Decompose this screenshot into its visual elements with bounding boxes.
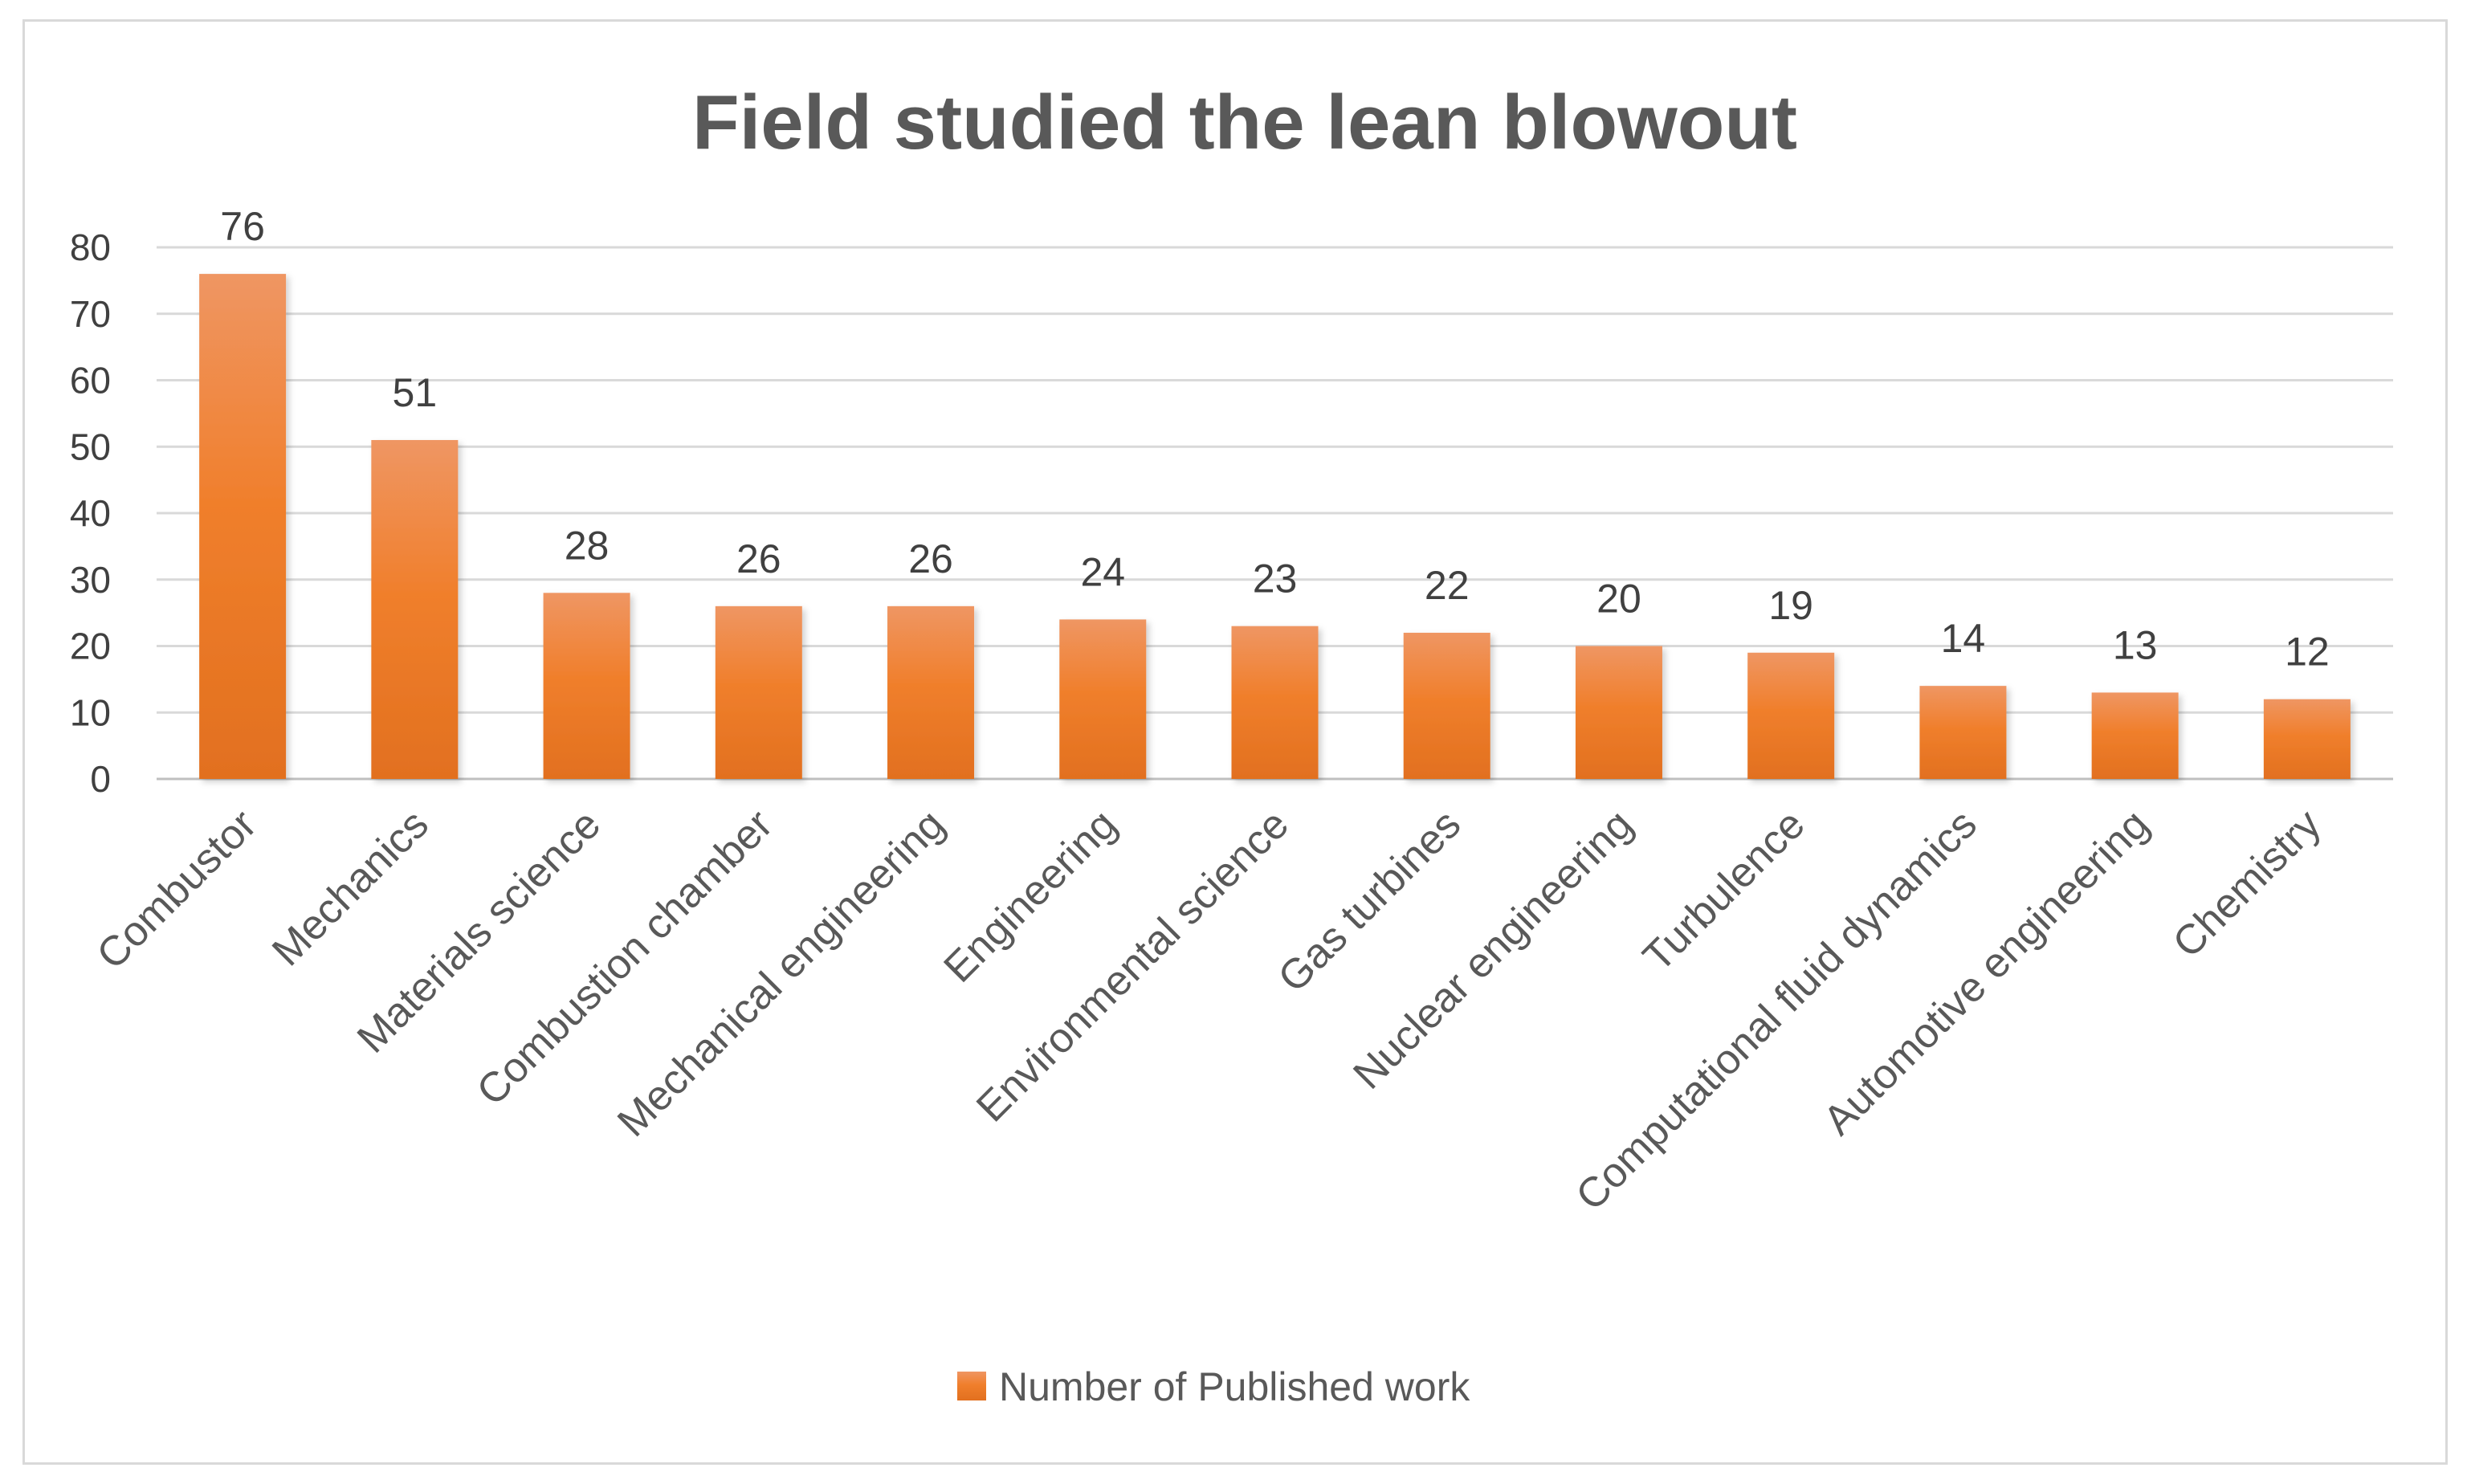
- bar: [1919, 686, 2007, 779]
- data-label-layer: 76 51 28 26 26 24 23 22 20 19 14 13 12: [220, 204, 2329, 675]
- bar: [1059, 619, 1147, 779]
- legend-swatch: [957, 1372, 986, 1400]
- data-label: 20: [1596, 577, 1641, 622]
- data-label: 26: [908, 536, 953, 581]
- x-tick-label: Environmental science: [968, 801, 1298, 1131]
- data-label: 24: [1080, 549, 1125, 594]
- x-tick-label: Combustor: [88, 801, 266, 978]
- legend-label: Number of Published work: [999, 1364, 1470, 1409]
- data-label: 12: [2285, 630, 2330, 675]
- bar: [715, 605, 802, 779]
- legend: Number of Published work: [957, 1364, 1470, 1409]
- y-tick-label: 80: [70, 226, 111, 268]
- data-label: 19: [1768, 583, 1813, 628]
- bar: [199, 274, 287, 780]
- y-tick-label: 20: [70, 626, 111, 667]
- y-tick-label: 60: [70, 360, 111, 402]
- bar: [543, 593, 630, 779]
- x-tick-label: Mechanics: [263, 801, 438, 975]
- x-tick-label: Turbulence: [1634, 801, 1814, 980]
- x-tick-label: Engineering: [935, 801, 1125, 991]
- x-tick-label: Automotive engineering: [1815, 801, 2158, 1144]
- data-label: 26: [736, 536, 781, 581]
- y-tick-label: 10: [70, 691, 111, 733]
- grid-layer: [157, 246, 2393, 781]
- bar: [371, 439, 459, 779]
- data-label: 13: [2113, 622, 2158, 667]
- y-tick-label: 50: [70, 426, 111, 467]
- y-axis-ticks: 0 10 20 30 40 50 60 70 80: [70, 226, 111, 800]
- y-tick-label: 40: [70, 492, 111, 534]
- x-tick-label: Mechanical engineering: [609, 801, 953, 1145]
- y-tick-label: 70: [70, 293, 111, 335]
- data-label: 51: [393, 370, 438, 415]
- x-tick-label: Chemistry: [2164, 801, 2330, 966]
- bar: [2091, 692, 2179, 779]
- chart-title: Field studied the lean blowout: [692, 80, 1797, 165]
- x-tick-label: Nuclear engineering: [1344, 801, 1641, 1098]
- y-tick-label: 0: [90, 758, 111, 800]
- bar: [887, 605, 975, 779]
- bar: [1231, 626, 1319, 779]
- bar: [2263, 699, 2351, 779]
- bar: [1747, 652, 1835, 779]
- bar-layer: [199, 274, 2351, 780]
- bar: [1403, 632, 1490, 779]
- data-label: 14: [1941, 616, 1986, 661]
- data-label: 28: [565, 523, 610, 568]
- data-label: 23: [1253, 556, 1298, 601]
- data-label: 22: [1425, 563, 1470, 608]
- bar: [1575, 646, 1662, 779]
- data-label: 76: [220, 204, 265, 249]
- y-tick-label: 30: [70, 559, 111, 601]
- x-tick-label: Combustion chamber: [468, 801, 781, 1114]
